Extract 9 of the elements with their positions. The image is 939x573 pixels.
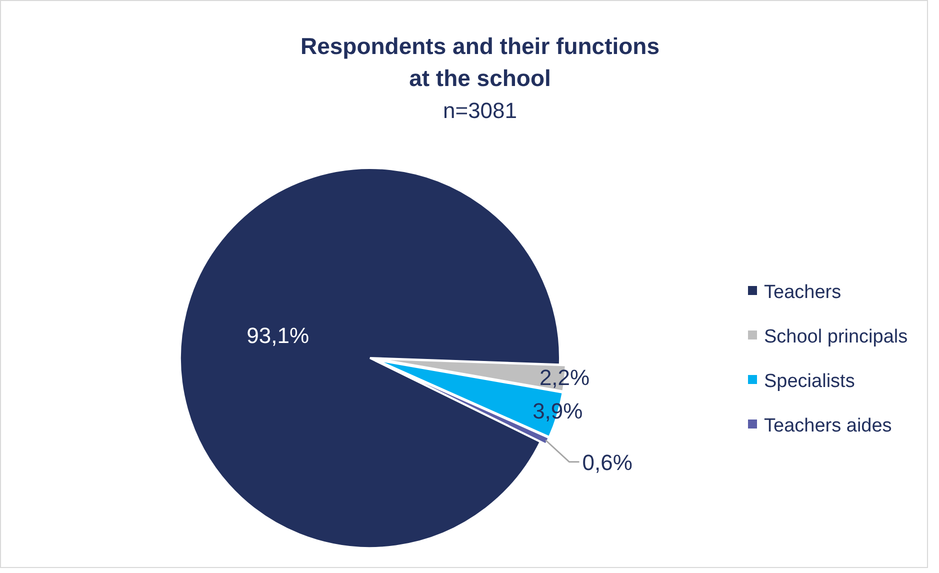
chart-subtitle: n=3081	[442, 98, 518, 123]
data-label: 93,1%	[246, 322, 310, 348]
legend-label: School principals	[764, 326, 908, 348]
data-label: 0,6%	[582, 450, 632, 475]
legend-label: Teachers	[764, 282, 842, 303]
legend-label: Teachers aides	[764, 416, 892, 436]
data-label: 2,2%	[539, 364, 590, 390]
chart-title: Respondents and their functions at the school	[300, 33, 660, 91]
legend-label: Specialists	[764, 371, 855, 392]
